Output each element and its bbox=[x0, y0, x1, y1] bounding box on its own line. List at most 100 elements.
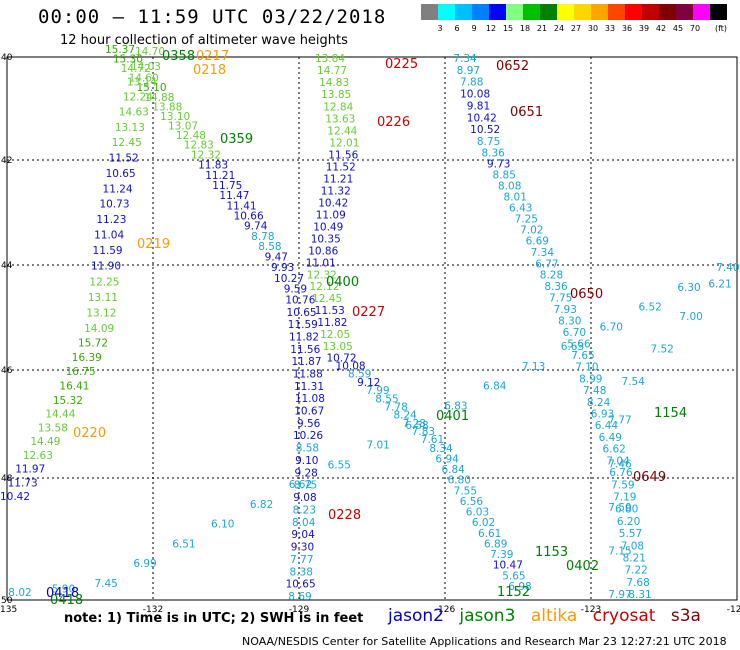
wave-height-value: 11.56 bbox=[328, 149, 358, 161]
wave-height-value: 6.62 bbox=[289, 479, 312, 491]
wave-height-value: 10.65 bbox=[106, 168, 136, 180]
wave-height-value: 14.77 bbox=[317, 65, 347, 77]
wave-height-value: 16.39 bbox=[72, 352, 102, 364]
wave-height-value: 11.08 bbox=[295, 393, 325, 405]
wave-height-value: 11.75 bbox=[212, 180, 242, 192]
wave-height-value: 7.13 bbox=[522, 361, 545, 373]
pass-time-label: 0226 bbox=[377, 115, 410, 130]
wave-height-value: 8.78 bbox=[251, 231, 274, 243]
scale-swatch bbox=[676, 4, 693, 20]
wave-height-value: 7.61 bbox=[421, 434, 444, 446]
wave-height-value: 6.62 bbox=[602, 444, 625, 456]
wave-height-value: 11.56 bbox=[290, 344, 320, 356]
pass-time-label: 0652 bbox=[496, 59, 529, 74]
footer-note: note: 1) Time is in UTC; 2) SWH is in fe… bbox=[64, 611, 364, 626]
wave-height-value: 9.08 bbox=[293, 492, 316, 504]
track-t1: 15.3715.3014.7214.6015.1014.8813.8813.10… bbox=[105, 44, 325, 603]
wave-height-value: 7.39 bbox=[490, 549, 513, 561]
wave-height-value: 10.76 bbox=[285, 294, 315, 306]
wave-height-value: 11.01 bbox=[306, 257, 336, 269]
wave-height-value: 5.90 bbox=[52, 584, 75, 596]
wave-height-value: 11.23 bbox=[96, 214, 126, 226]
wave-height-value: 9.10 bbox=[295, 455, 318, 467]
wave-height-value: 8.01 bbox=[504, 191, 527, 203]
pass-time-label: 0219 bbox=[137, 237, 170, 252]
lat-tick-label: 40 bbox=[1, 53, 13, 63]
scale-swatch bbox=[438, 4, 455, 20]
wave-height-value: 8.58 bbox=[258, 241, 281, 253]
wave-height-value: 10.26 bbox=[293, 430, 323, 442]
wave-height-value: 6.70 bbox=[600, 321, 623, 333]
wave-height-value: 7.65 bbox=[571, 350, 594, 362]
scale-tick-label: 70 bbox=[690, 24, 700, 33]
wave-height-value: 8.08 bbox=[498, 180, 521, 192]
wave-height-value: 11.87 bbox=[291, 356, 321, 368]
scale-tick-label: 42 bbox=[656, 24, 666, 33]
wave-height-value: 7.28 bbox=[403, 418, 426, 430]
wave-height-value: 8.24 bbox=[393, 410, 417, 422]
wave-height-value: 8.36 bbox=[544, 281, 568, 293]
wave-height-value: 14.09 bbox=[84, 323, 114, 335]
pass-time-label: 1154 bbox=[654, 406, 687, 421]
wave-height-value: 11.73 bbox=[8, 477, 38, 489]
wave-height-value: 7.34 bbox=[531, 247, 555, 259]
scale-swatch bbox=[591, 4, 608, 20]
wave-height-value: 7.52 bbox=[650, 344, 673, 356]
wave-height-value: 6.98 bbox=[508, 581, 531, 593]
page-title: 00:00 – 11:59 UTC 03/22/2018 bbox=[38, 6, 387, 28]
wave-height-value: 11.82 bbox=[317, 317, 347, 329]
wave-height-value: 8.30 bbox=[558, 315, 581, 327]
wave-height-value: 14.49 bbox=[30, 436, 60, 448]
wave-height-value: 6.99 bbox=[133, 558, 156, 570]
wave-height-value: 7.83 bbox=[412, 426, 435, 438]
wave-height-value: 6.76 bbox=[609, 467, 633, 479]
wave-height-value: 6.58 bbox=[405, 420, 428, 432]
wave-height-value: 11.47 bbox=[219, 190, 249, 202]
wave-height-value: 6.30 bbox=[677, 282, 700, 294]
wave-height-value: 13.07 bbox=[168, 120, 198, 132]
scale-swatch bbox=[540, 4, 557, 20]
color-scale-bar: 3 6 9 12 15 18 21 24 27 30 33 36 39 42 45 70 (ft) bbox=[421, 4, 727, 33]
wave-height-value: 6.49 bbox=[599, 432, 622, 444]
wave-height-value: 11.97 bbox=[15, 464, 45, 476]
wave-height-value: 6.70 bbox=[563, 327, 586, 339]
wave-height-value: 8.02 bbox=[8, 587, 31, 599]
wave-height-value: 9.04 bbox=[291, 529, 315, 541]
wave-height-value: 8.75 bbox=[477, 136, 500, 148]
wave-height-value: 14.03 bbox=[131, 61, 161, 73]
wave-height-value: 15.37 bbox=[105, 44, 135, 56]
wave-height-value: 8.99 bbox=[579, 373, 602, 385]
wave-height-value: 7.59 bbox=[611, 479, 634, 491]
wave-height-value: 6.83 bbox=[444, 400, 467, 412]
wave-height-value: 7.45 bbox=[94, 578, 117, 590]
wave-height-value: 8.36 bbox=[481, 147, 505, 159]
wave-height-value: 7.88 bbox=[460, 77, 483, 89]
pass-time-label: 0418 bbox=[50, 593, 83, 608]
wave-height-value: 11.04 bbox=[94, 230, 124, 242]
wave-height-value: 8.34 bbox=[429, 443, 453, 455]
lat-tick-label: 42 bbox=[1, 156, 12, 166]
track-t2: 13.8414.7714.8313.8512.8413.6312.4412.01… bbox=[306, 53, 532, 593]
legend-s3a: s3a bbox=[670, 606, 701, 626]
pass-time-label: 0218 bbox=[193, 63, 226, 78]
wave-height-value: 6.82 bbox=[250, 499, 273, 511]
wave-height-value: 13.63 bbox=[325, 113, 355, 125]
wave-height-value: 7.77 bbox=[290, 554, 313, 566]
wave-height-value: 7.19 bbox=[613, 492, 636, 504]
wave-height-value: 8.85 bbox=[493, 169, 516, 181]
wave-height-value: 6.63 bbox=[561, 341, 584, 353]
wave-height-value: 6.80 bbox=[615, 504, 638, 516]
legend-jason2: jason2 bbox=[388, 606, 444, 626]
wave-height-value: 13.12 bbox=[86, 308, 116, 320]
scale-tick-label: 15 bbox=[503, 24, 513, 33]
wave-height-value: 7.00 bbox=[679, 311, 702, 323]
scale-tick-label: 6 bbox=[454, 24, 459, 33]
wave-height-value: 10.42 bbox=[0, 491, 30, 503]
pass-time-label: 0359 bbox=[220, 132, 253, 147]
wave-height-value: 13.13 bbox=[115, 122, 145, 134]
wave-height-value: 16.41 bbox=[59, 381, 89, 393]
wave-height-value: 14.70 bbox=[135, 46, 165, 58]
wave-height-value: 13.10 bbox=[160, 111, 190, 123]
scale-tick-label: 24 bbox=[554, 24, 564, 33]
wave-height-value: 6.02 bbox=[472, 517, 495, 529]
